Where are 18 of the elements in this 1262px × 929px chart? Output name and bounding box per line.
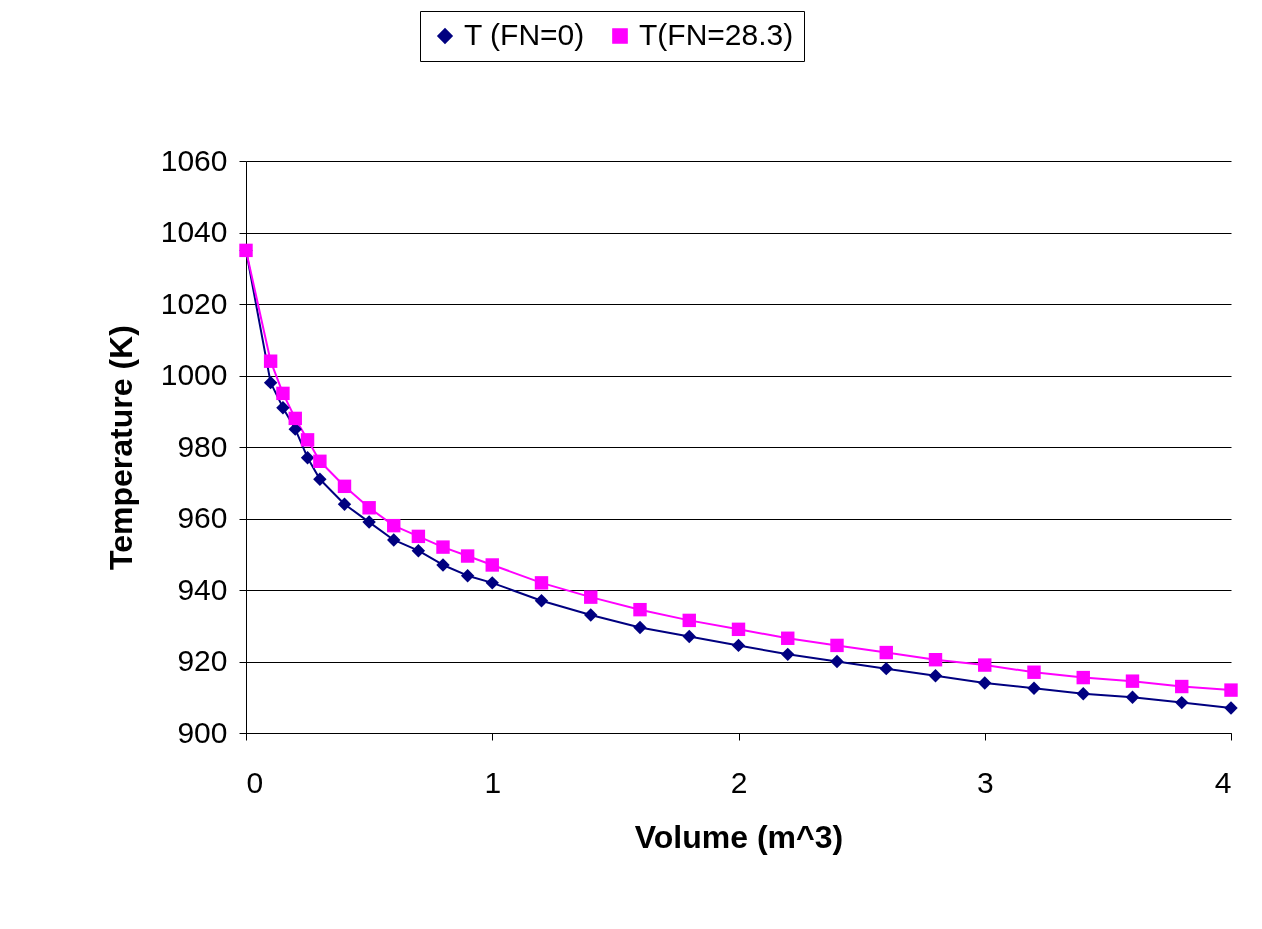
x-tick-label: 1: [484, 765, 502, 799]
x-tick-label: 2: [730, 765, 748, 799]
x-tick-label: 4: [1214, 765, 1232, 799]
x-axis-title: Volume (m^3): [634, 818, 844, 855]
y-tick-label: 1040: [160, 215, 228, 248]
y-tick-label: 920: [177, 644, 228, 677]
y-tick-label: 1020: [160, 286, 228, 320]
legend-label: T(FN=28.3): [639, 18, 794, 51]
y-tick-label: 980: [177, 429, 228, 463]
y-axis-title: Temperature (K): [102, 325, 139, 570]
y-tick-label: 960: [177, 501, 228, 534]
y-tick-label: 940: [177, 572, 228, 606]
y-tick-label: 1060: [160, 143, 228, 177]
x-tick-label: 0: [246, 765, 264, 799]
legend-label: T (FN=0): [464, 18, 585, 51]
y-tick-label: 900: [177, 715, 228, 749]
x-tick-label: 3: [976, 765, 994, 799]
y-tick-label: 1000: [160, 358, 228, 391]
